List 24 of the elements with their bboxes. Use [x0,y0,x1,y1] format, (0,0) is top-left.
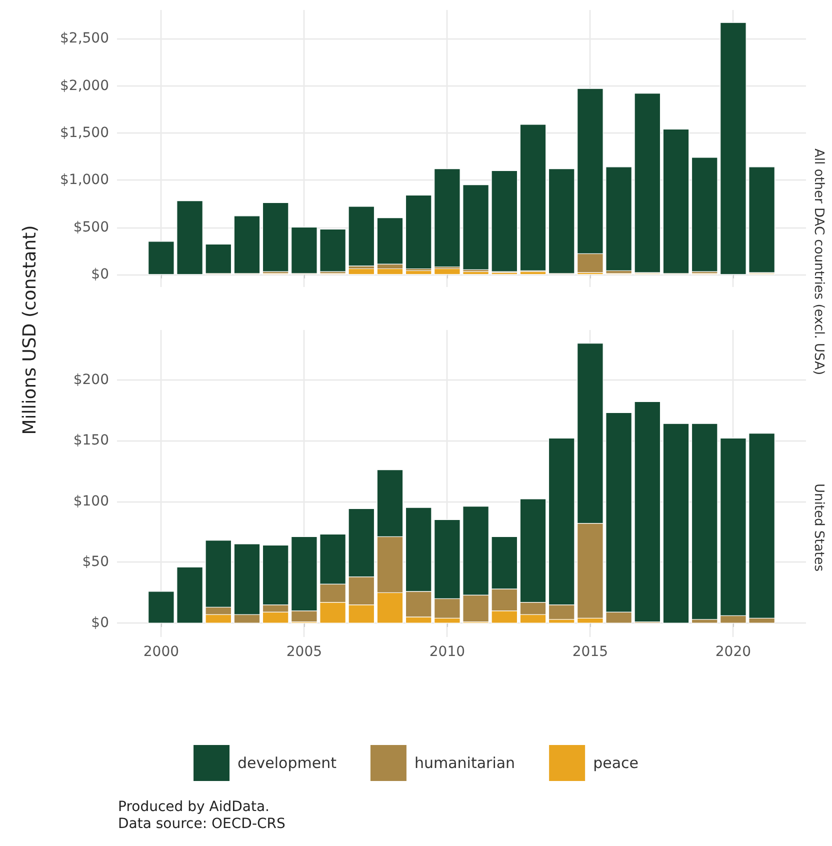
text: United States [811,484,826,572]
y-axis-title: Millions USD (constant) [20,225,40,435]
y-tick-label: $0 [91,615,109,632]
source-note: Data source: OECD-CRS [118,816,286,832]
x-tick-label: 2020 [715,644,752,660]
x-tick-label: 2010 [429,644,466,660]
legend-label: humanitarian [414,754,516,772]
y-tick-label: $100 [73,493,109,510]
y-tick-label: $200 [73,372,109,388]
y-tick-label: $150 [73,432,109,449]
y-tick-label: $2,500 [60,30,109,47]
legend-label: peace [593,754,638,772]
y-tick-label: $1,000 [60,172,109,188]
y-tick-label: $2,000 [60,78,109,94]
legend-label: development [238,754,337,772]
text: All other DAC countries (excl. USA) [811,148,826,376]
x-tick-label: 2005 [286,644,322,660]
y-tick-label: $1,500 [60,124,109,141]
x-tick-label: 2015 [572,644,608,660]
y-tick-label: $50 [82,554,109,570]
y-tick-label: $500 [73,219,109,236]
x-tick-label: 2000 [143,644,180,660]
y-tick-label: $0 [91,266,109,282]
text: Produced by AidData. [118,799,270,815]
